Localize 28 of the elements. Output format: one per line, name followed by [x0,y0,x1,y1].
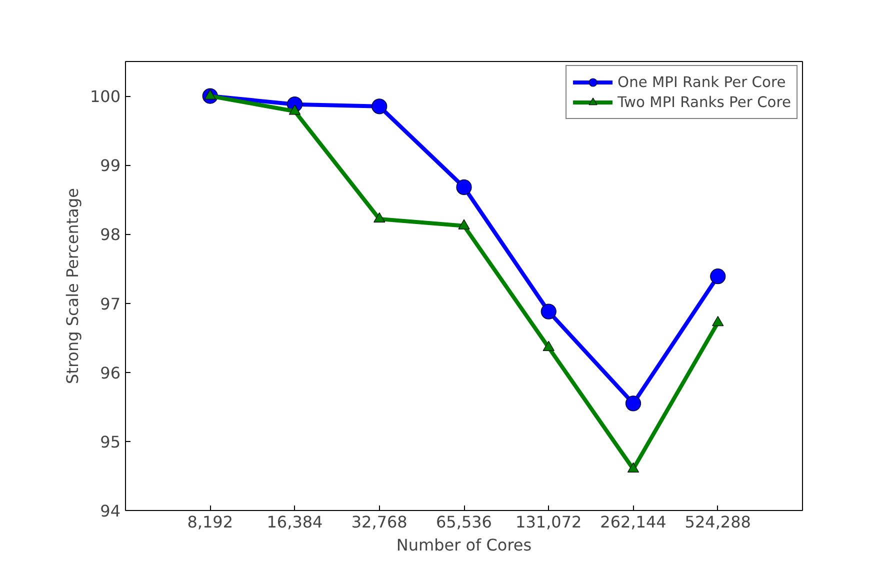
point [625,396,642,412]
point [456,179,472,196]
y-tick-label: 95 [100,432,120,452]
point [627,462,640,473]
point [710,268,726,284]
x-axis-title: Number of Cores [396,536,532,554]
x-tick-label: 262,144 [600,512,666,532]
point [374,212,386,222]
y-axis-title: Strong Scale Percentage [62,188,82,384]
x-tick-label: 131,072 [516,512,582,532]
y-tick-label: 94 [100,502,120,520]
x-tick-label: 524,288 [684,512,751,532]
x-tick-label: 32,768 [351,512,408,532]
legend-label: Two MPI Ranks Per Core [618,94,791,110]
legend-label: One MPI Rank Per Core [618,74,786,90]
x-tick-label: 65,536 [436,512,492,532]
y-tick-label: 98 [100,225,120,244]
y-tick-label: 96 [100,363,120,382]
y-tick-label: 97 [100,294,120,314]
y-tick-label: 100 [90,87,121,106]
point [540,304,556,320]
point [372,98,388,114]
point [712,316,724,326]
point [458,219,470,230]
point [542,340,554,351]
y-tick-label: 99 [100,156,120,176]
x-tick-label: 16,384 [266,512,323,532]
x-tick-label: 8,192 [187,512,234,532]
